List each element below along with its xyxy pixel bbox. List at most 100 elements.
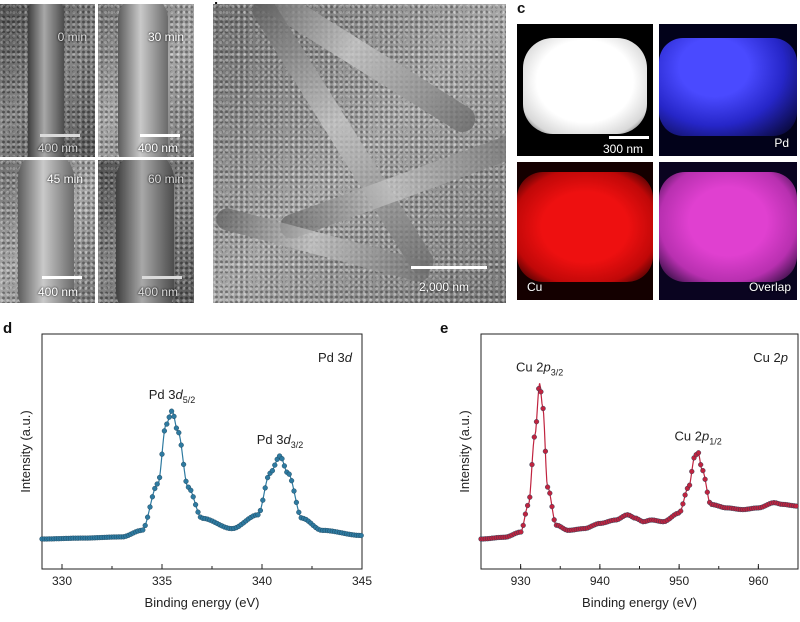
data-point	[183, 478, 189, 484]
x-tick-label: 340	[252, 574, 272, 588]
data-point	[152, 485, 158, 492]
data-point	[540, 405, 546, 412]
panel-label-c: c	[517, 0, 526, 17]
data-point	[522, 511, 529, 517]
time-label: 60 min	[147, 172, 184, 186]
data-point	[154, 481, 160, 487]
x-tick-label: 940	[590, 574, 610, 588]
x-axis-label: Binding energy (eV)	[145, 595, 260, 610]
sem-image-60min: 60 min 400 nm	[98, 160, 194, 303]
scale-label: 400 nm	[138, 141, 179, 155]
x-tick-label: 950	[669, 574, 689, 588]
x-tick-label: 960	[748, 574, 768, 588]
pd-map: Pd	[659, 24, 797, 156]
scale-label: 400 nm	[38, 141, 79, 155]
scale-bar	[42, 276, 82, 279]
x-tick-label: 330	[52, 574, 72, 588]
data-point	[169, 408, 175, 414]
scale-bar	[411, 266, 487, 269]
scale-label: 2,000 nm	[419, 280, 470, 294]
data-point	[698, 462, 704, 468]
data-point	[358, 532, 364, 539]
overlap-label: Overlap	[748, 280, 791, 294]
scale-label: 300 nm	[603, 142, 644, 156]
data-point	[527, 494, 533, 500]
data-point	[149, 494, 156, 500]
data-point	[281, 463, 288, 469]
data-point	[147, 504, 153, 510]
peak-label: Pd 3d3/2	[257, 432, 304, 450]
data-point	[145, 514, 151, 520]
scale-bar	[40, 134, 80, 137]
data-point	[793, 503, 799, 509]
data-point	[269, 468, 276, 474]
data-point	[157, 474, 163, 481]
xps-chart-cu: 930 940 950 960 Binding energy (eV) Intensity…	[457, 333, 799, 610]
data-point	[255, 512, 261, 518]
data-point	[686, 482, 693, 488]
data-point	[289, 478, 295, 484]
scale-bar	[142, 276, 182, 279]
chart-title: Pd 3d	[318, 350, 353, 365]
time-label: 45 min	[46, 172, 83, 186]
data-point	[188, 487, 194, 493]
data-point	[193, 502, 199, 508]
chart-title: Cu 2p	[753, 350, 788, 365]
data-point	[544, 484, 551, 490]
time-label: 0 min	[57, 30, 87, 44]
scale-label: 400 nm	[138, 285, 179, 299]
data-point	[524, 502, 531, 509]
cu-map: Cu	[517, 162, 653, 300]
overlap-map: Overlap	[659, 162, 797, 300]
x-axis-label: Binding energy (eV)	[582, 595, 697, 610]
data-point	[272, 462, 278, 468]
y-axis-label: Intensity (a.u.)	[457, 410, 472, 492]
overlap-map-blob	[659, 172, 797, 282]
data-point	[286, 471, 292, 477]
data-point	[296, 509, 302, 515]
data-point	[520, 522, 526, 529]
data-point	[260, 497, 266, 503]
data-point	[173, 425, 180, 431]
y-axis-label: Intensity (a.u.)	[18, 410, 33, 492]
scale-label: 400 nm	[38, 285, 79, 299]
series-line	[481, 383, 798, 540]
data-point	[533, 419, 540, 425]
data-point	[695, 450, 702, 456]
cu-label: Cu	[527, 280, 543, 294]
data-point	[195, 509, 201, 515]
data-point	[538, 389, 544, 395]
pd-label: Pd	[774, 136, 789, 150]
peak-label: Pd 3d5/2	[149, 387, 196, 405]
scale-bar	[140, 134, 180, 137]
data-point	[549, 504, 555, 510]
data-point	[680, 501, 686, 507]
data-point	[262, 485, 268, 491]
data-point	[689, 468, 695, 475]
data-point	[291, 488, 297, 494]
data-point	[678, 508, 684, 514]
data-point	[171, 413, 177, 420]
data-point	[140, 527, 146, 533]
sem-image-0min: 0 min 400 nm	[0, 4, 95, 157]
plot-frame	[41, 333, 363, 570]
data-point	[142, 522, 148, 529]
sem-image-overview: 2,000 nm	[213, 4, 506, 303]
data-point	[178, 442, 184, 448]
data-point	[164, 421, 170, 427]
data-point	[159, 451, 165, 457]
panel-label-e: e	[440, 320, 449, 337]
x-tick-label: 345	[352, 574, 372, 588]
data-point	[682, 492, 688, 498]
data-point	[176, 430, 182, 436]
data-point	[293, 499, 300, 506]
sem-image-45min: 45 min 400 nm	[0, 160, 95, 303]
peak-label: Cu 2p3/2	[516, 359, 563, 377]
data-point	[181, 461, 187, 468]
data-point	[547, 490, 553, 496]
data-point	[529, 462, 535, 468]
data-point	[702, 476, 708, 482]
data-point	[542, 448, 549, 454]
scale-bar	[609, 136, 649, 139]
